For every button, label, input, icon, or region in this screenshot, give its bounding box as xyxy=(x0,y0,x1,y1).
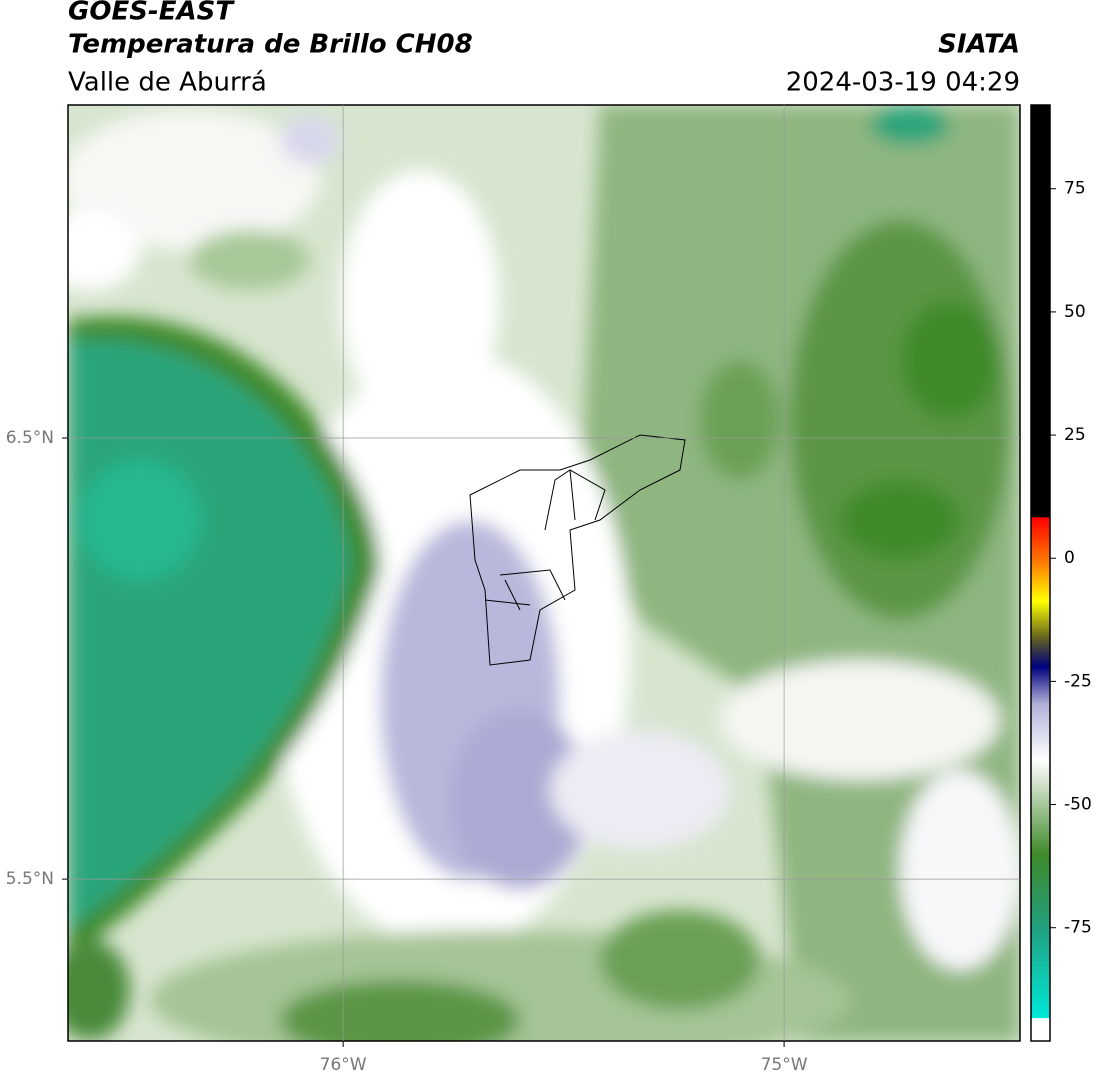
lat-label: 5.5°N xyxy=(6,869,54,889)
colorbar-label: -25 xyxy=(1064,671,1092,691)
colorbar-label: -75 xyxy=(1064,918,1092,938)
municipal-outline xyxy=(484,469,606,611)
colorbar xyxy=(1030,104,1051,1042)
region: Valle de Aburrá xyxy=(68,68,267,98)
colorbar-label: 50 xyxy=(1064,302,1086,322)
title: GOES-EAST xyxy=(68,0,235,27)
datetime: 2024-03-19 04:29 xyxy=(786,68,1020,98)
map-frame xyxy=(67,104,1021,1042)
colorbar-label: 0 xyxy=(1064,548,1075,568)
subtitle: Temperatura de Brillo CH08 xyxy=(68,30,473,60)
colorbar-label: -50 xyxy=(1064,795,1092,815)
colorbar-label: 75 xyxy=(1064,179,1086,199)
satellite-image xyxy=(68,105,1020,1041)
source: SIATA xyxy=(938,30,1020,60)
lat-label: 6.5°N xyxy=(6,428,54,448)
lon-label: 76°W xyxy=(320,1055,367,1075)
watershed-outline xyxy=(469,434,686,666)
colorbar-label: 25 xyxy=(1064,425,1086,445)
lon-label: 75°W xyxy=(761,1055,808,1075)
